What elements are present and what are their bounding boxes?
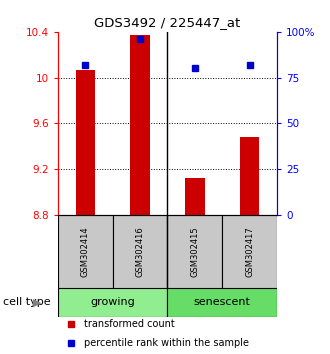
Title: GDS3492 / 225447_at: GDS3492 / 225447_at bbox=[94, 16, 241, 29]
Bar bbox=[168, 215, 222, 288]
Bar bbox=[240, 137, 259, 215]
Text: cell type: cell type bbox=[3, 297, 51, 307]
Bar bbox=[58, 288, 168, 316]
Text: growing: growing bbox=[90, 297, 135, 307]
Text: GSM302416: GSM302416 bbox=[136, 226, 145, 276]
Text: percentile rank within the sample: percentile rank within the sample bbox=[84, 338, 249, 348]
Bar bbox=[222, 215, 277, 288]
Bar bbox=[76, 70, 95, 215]
Text: GSM302415: GSM302415 bbox=[190, 226, 199, 276]
Text: GSM302417: GSM302417 bbox=[245, 226, 254, 276]
Bar bbox=[113, 215, 168, 288]
Text: senescent: senescent bbox=[194, 297, 251, 307]
Text: transformed count: transformed count bbox=[84, 319, 175, 329]
Bar bbox=[130, 35, 149, 215]
Text: GSM302414: GSM302414 bbox=[81, 226, 90, 276]
Bar bbox=[185, 178, 205, 215]
Text: ▶: ▶ bbox=[33, 297, 42, 307]
Bar bbox=[58, 215, 113, 288]
Bar bbox=[168, 288, 277, 316]
